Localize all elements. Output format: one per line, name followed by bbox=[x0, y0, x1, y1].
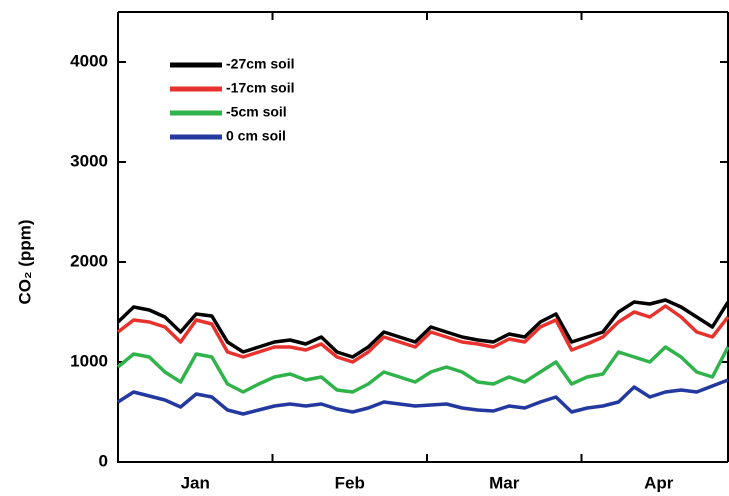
legend-label: -17cm soil bbox=[226, 80, 294, 96]
series-line bbox=[117, 378, 729, 416]
legend-label: 0 cm soil bbox=[226, 128, 286, 144]
legend-label: -5cm soil bbox=[226, 104, 287, 120]
series-line bbox=[116, 304, 729, 364]
y-tick-label: 4000 bbox=[70, 51, 108, 70]
series-line bbox=[116, 345, 729, 394]
legend-label: -27cm soil bbox=[226, 56, 294, 72]
series-line bbox=[116, 298, 729, 359]
y-axis-label: CO₂ (ppm) bbox=[15, 220, 34, 305]
axis-frame bbox=[117, 11, 729, 463]
x-tick-label: Mar bbox=[489, 473, 520, 492]
x-tick-label: Feb bbox=[335, 473, 365, 492]
y-tick-label: 0 bbox=[99, 451, 108, 470]
x-tick-label: Apr bbox=[644, 473, 674, 492]
y-tick-label: 1000 bbox=[70, 351, 108, 370]
y-tick-label: 3000 bbox=[70, 151, 108, 170]
x-tick-label: Jan bbox=[181, 473, 210, 492]
y-tick-label: 2000 bbox=[70, 251, 108, 270]
